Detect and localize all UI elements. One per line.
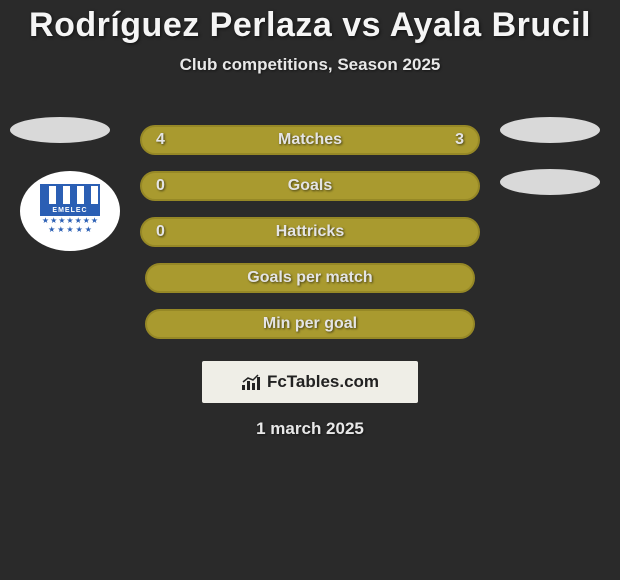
comparison-card: Rodríguez Perlaza vs Ayala Brucil Club c…: [0, 0, 620, 439]
stat-bar: 0 Hattricks: [140, 217, 480, 247]
chart-icon: [241, 373, 263, 391]
stat-row: 0 Goals: [0, 163, 620, 209]
footer-logo-text: FcTables.com: [267, 372, 379, 392]
stat-value-right: 3: [455, 131, 464, 149]
stat-bar: Goals per match: [145, 263, 475, 293]
stat-row: Goals per match: [0, 255, 620, 301]
stat-label: Goals: [288, 177, 332, 195]
stat-label: Min per goal: [263, 315, 357, 333]
stat-value-left: 4: [156, 131, 165, 149]
subtitle: Club competitions, Season 2025: [0, 55, 620, 75]
stat-value-left: 0: [156, 177, 165, 195]
stat-label: Matches: [278, 131, 342, 149]
stat-bar: 0 Goals: [140, 171, 480, 201]
date-label: 1 march 2025: [0, 419, 620, 439]
stat-bar: 4 Matches 3: [140, 125, 480, 155]
stat-bar: Min per goal: [145, 309, 475, 339]
stat-label: Hattricks: [276, 223, 344, 241]
stat-value-left: 0: [156, 223, 165, 241]
stat-row: Min per goal: [0, 301, 620, 347]
page-title: Rodríguez Perlaza vs Ayala Brucil: [0, 6, 620, 45]
stat-label: Goals per match: [247, 269, 372, 287]
fctables-logo[interactable]: FcTables.com: [202, 361, 418, 403]
stat-row: 4 Matches 3: [0, 117, 620, 163]
stat-row: 0 Hattricks: [0, 209, 620, 255]
stats-area: EMELEC ★★★★★★★ ★★★★★ 4Matches30Goals0Hat…: [0, 117, 620, 347]
